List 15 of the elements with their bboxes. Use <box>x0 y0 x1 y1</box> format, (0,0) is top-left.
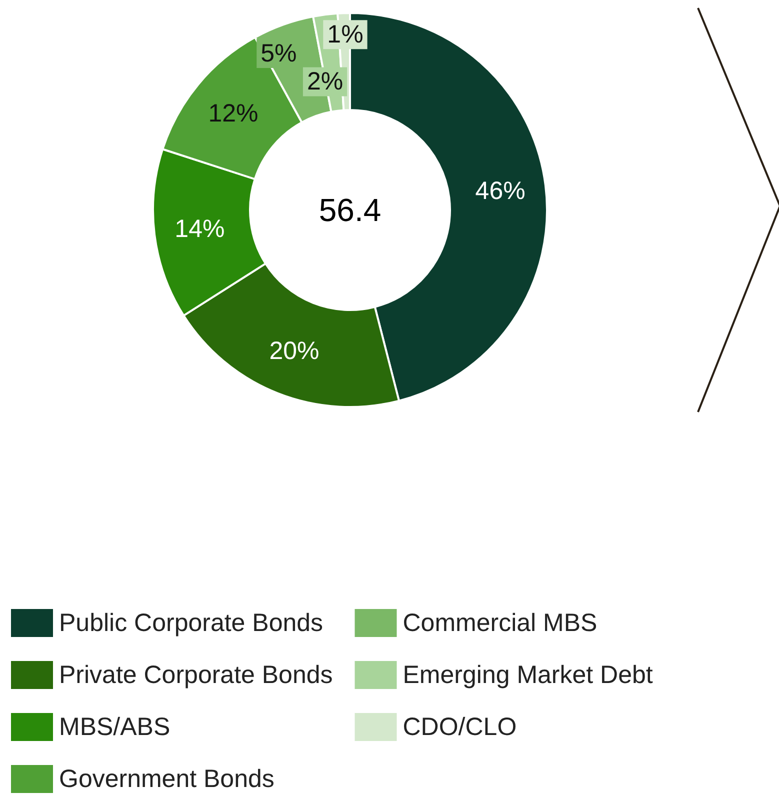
legend-label: Private Corporate Bonds <box>59 661 333 689</box>
text: 56.4 <box>318 192 382 228</box>
data-label: 14% <box>174 214 225 243</box>
data-label: 46% <box>475 177 526 206</box>
legend-label: Government Bonds <box>59 765 274 793</box>
data-label: 20% <box>269 336 320 365</box>
data-label: 1% <box>327 20 364 49</box>
data-label: 2% <box>306 68 344 96</box>
legend-label: MBS/ABS <box>59 713 170 741</box>
legend-label: Public Corporate Bonds <box>59 609 324 637</box>
data-label: 12% <box>208 99 258 128</box>
legend-label: Emerging Market Debt <box>402 661 653 689</box>
legend-label: CDO/CLO <box>402 713 517 741</box>
data-label: 5% <box>260 39 297 68</box>
legend-label: Commercial MBS <box>402 609 598 637</box>
